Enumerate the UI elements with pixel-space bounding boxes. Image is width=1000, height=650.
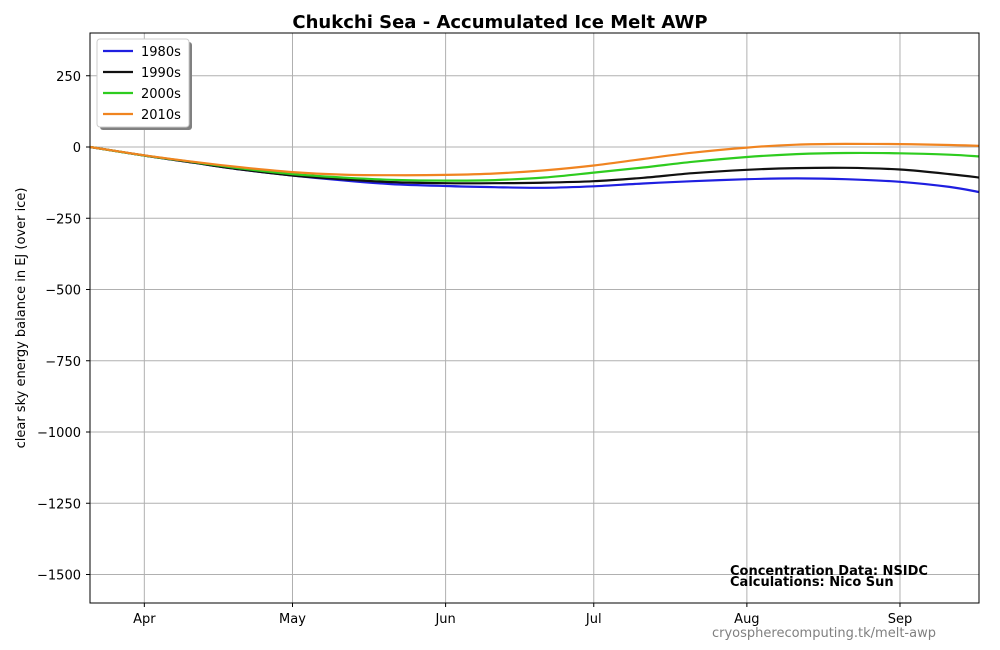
x-tick-label: Sep <box>888 612 913 627</box>
series-line-2000s <box>89 145 980 182</box>
series-lines <box>89 142 980 194</box>
legend-label: 2010s <box>141 108 181 123</box>
x-tick-label: Jul <box>585 612 602 627</box>
y-tick-label: −250 <box>45 212 81 227</box>
y-tick-label: −500 <box>45 284 81 299</box>
chart-title: Chukchi Sea - Accumulated Ice Melt AWP <box>292 12 707 33</box>
x-tick-label: Jun <box>434 612 455 627</box>
y-tick-label: −1500 <box>37 569 81 584</box>
legend-box <box>96 38 190 128</box>
y-axis: 250 0 −250 −500 −750 −1000 −1250 −1500 <box>37 70 90 584</box>
x-tick-label: Apr <box>133 612 156 627</box>
grid <box>90 33 979 603</box>
y-tick-label: 0 <box>73 141 81 156</box>
x-tick-label: Aug <box>734 612 759 627</box>
legend-label: 2000s <box>141 87 181 102</box>
y-tick-label: −1250 <box>37 497 81 512</box>
legend-label: 1980s <box>141 45 181 60</box>
y-axis-label: clear sky energy balance in EJ (over ice… <box>14 188 29 449</box>
y-tick-label: −750 <box>45 355 81 370</box>
plot-frame <box>89 32 980 604</box>
legend: 1980s 1990s 2000s 2010s <box>96 38 192 130</box>
source-url: cryospherecomputing.tk/melt-awp <box>712 626 936 641</box>
annotation-calculations: Calculations: Nico Sun <box>730 575 894 590</box>
y-tick-label: 250 <box>56 70 81 85</box>
legend-label: 1990s <box>141 66 181 81</box>
series-line-2010s <box>89 142 980 177</box>
annotation-concentration: Concentration Data: NSIDC <box>730 564 928 579</box>
y-tick-label: −1000 <box>37 426 81 441</box>
x-axis: Apr May Jun Jul Aug Sep <box>133 603 912 627</box>
x-tick-label: May <box>279 612 306 627</box>
